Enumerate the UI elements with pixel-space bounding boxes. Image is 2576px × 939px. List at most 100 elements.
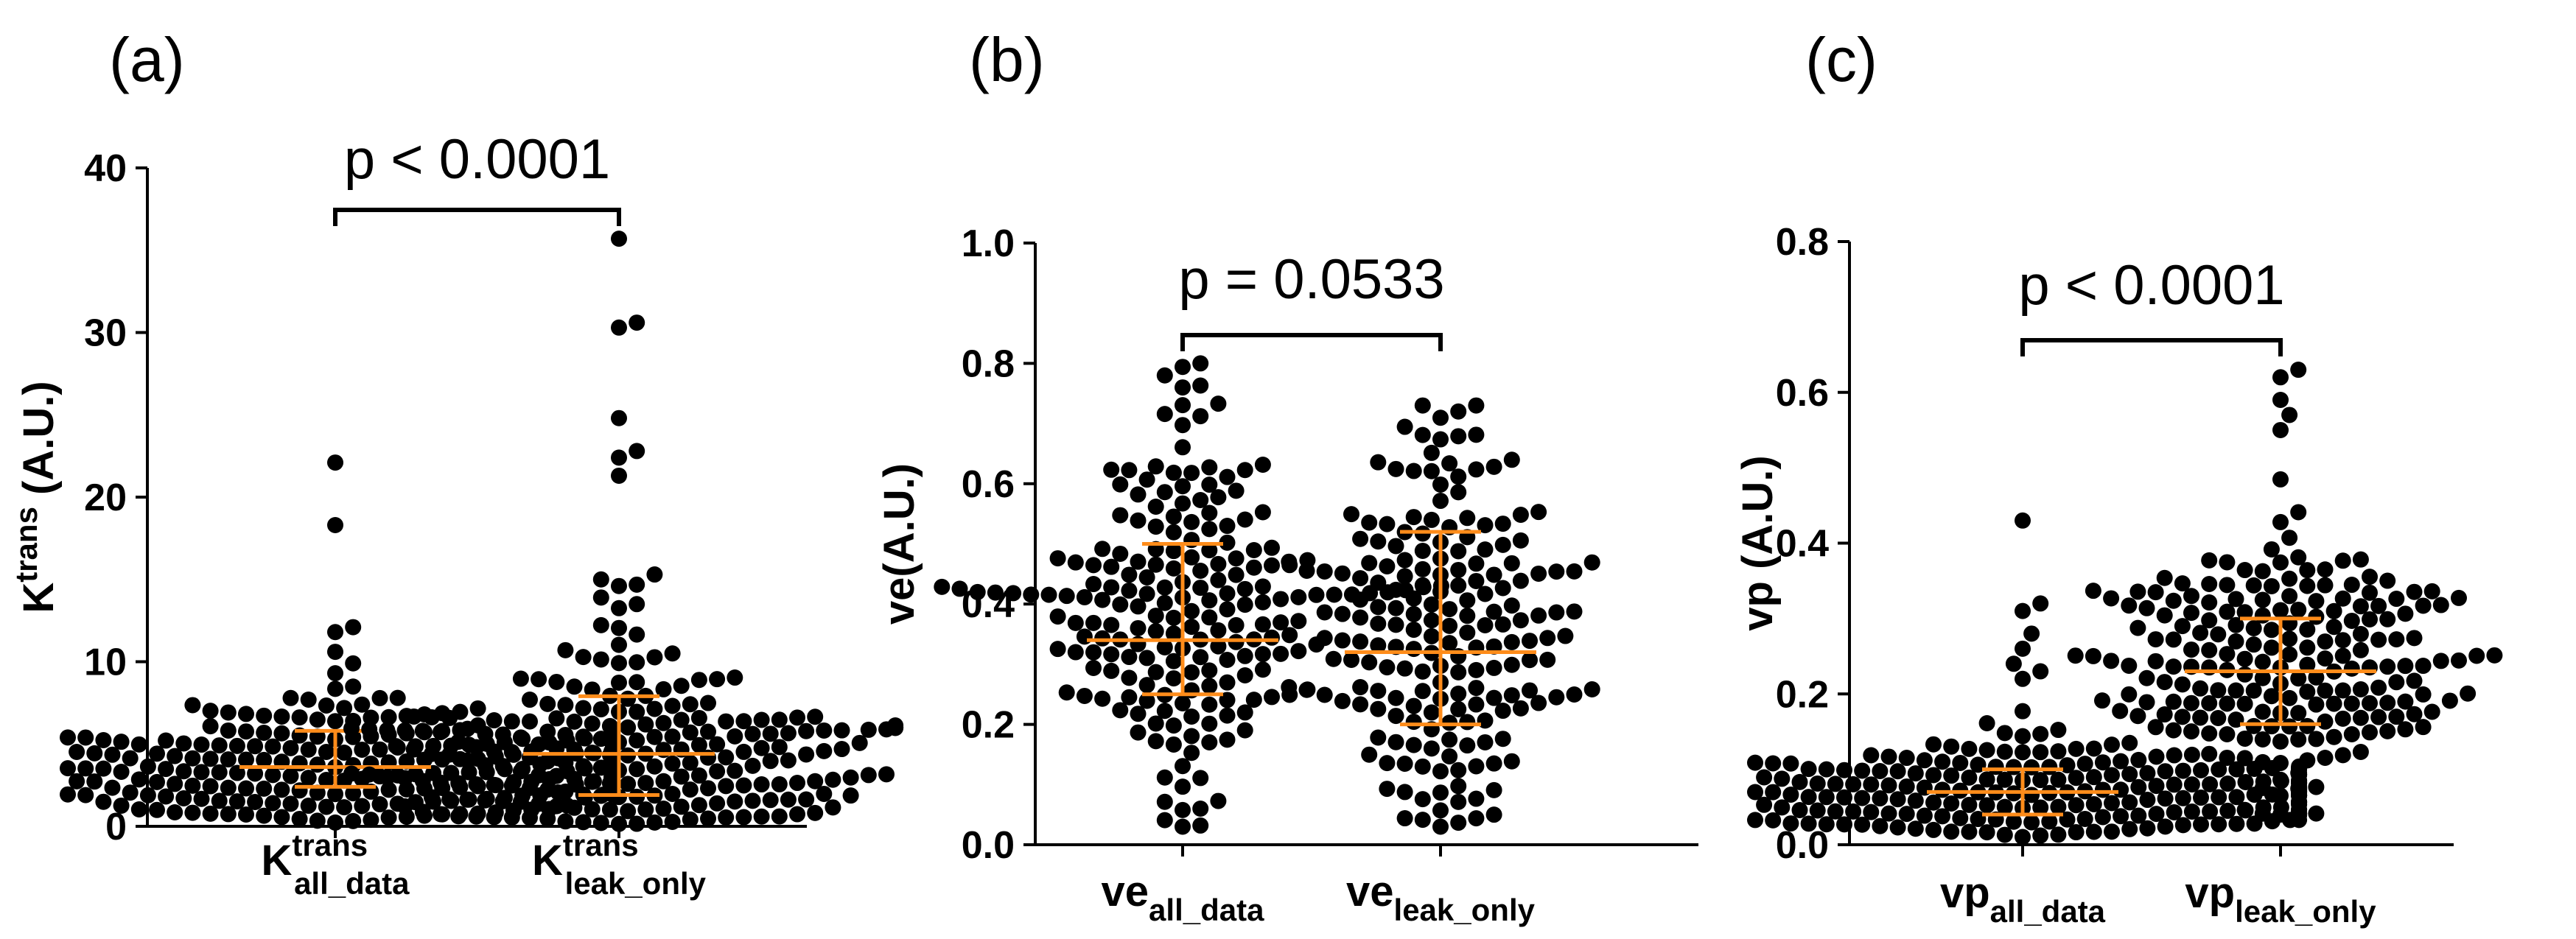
data-point bbox=[2201, 612, 2218, 629]
data-point bbox=[2406, 583, 2423, 600]
data-point bbox=[1566, 563, 1583, 580]
data-point bbox=[2050, 743, 2067, 760]
data-point bbox=[211, 764, 228, 781]
data-point bbox=[2281, 646, 2298, 663]
data-point bbox=[1067, 614, 1084, 631]
data-point bbox=[318, 771, 335, 788]
data-point bbox=[539, 695, 556, 712]
data-point bbox=[1827, 803, 1844, 820]
data-point bbox=[780, 725, 797, 742]
data-point bbox=[1201, 696, 1218, 713]
data-point bbox=[1379, 558, 1396, 574]
data-point bbox=[2201, 641, 2218, 658]
data-point bbox=[2334, 647, 2351, 664]
data-point bbox=[2397, 658, 2414, 675]
data-point bbox=[1165, 508, 1182, 525]
data-point bbox=[327, 624, 343, 641]
data-point bbox=[1112, 596, 1129, 613]
data-point bbox=[2210, 626, 2227, 643]
data-point bbox=[512, 763, 529, 780]
significance-bracket bbox=[333, 208, 621, 226]
data-point bbox=[1396, 660, 1413, 677]
data-point bbox=[1219, 707, 1236, 724]
data-point bbox=[1414, 397, 1431, 414]
data-point bbox=[592, 701, 609, 718]
data-point bbox=[664, 755, 681, 772]
data-point bbox=[629, 732, 645, 749]
data-point bbox=[1548, 604, 1565, 621]
data-point bbox=[2138, 694, 2155, 711]
data-point bbox=[1192, 580, 1209, 597]
data-point bbox=[1432, 784, 1449, 801]
data-point bbox=[1058, 684, 1075, 701]
data-point bbox=[646, 700, 663, 717]
data-point bbox=[601, 775, 618, 792]
data-point bbox=[1432, 818, 1449, 835]
data-point bbox=[611, 815, 627, 832]
data-point bbox=[592, 731, 609, 748]
data-point bbox=[2362, 584, 2378, 601]
data-point bbox=[2015, 703, 2031, 720]
data-point bbox=[265, 795, 281, 812]
data-point bbox=[2015, 670, 2031, 687]
data-point bbox=[1450, 793, 1467, 810]
data-point bbox=[1201, 609, 1218, 626]
data-point bbox=[557, 697, 574, 714]
data-point bbox=[592, 616, 609, 633]
data-point bbox=[1450, 815, 1467, 831]
data-point bbox=[2041, 759, 2058, 776]
data-point bbox=[461, 764, 477, 781]
data-point bbox=[396, 722, 413, 739]
data-point bbox=[1387, 599, 1404, 616]
data-point bbox=[780, 791, 797, 808]
data-point bbox=[2317, 750, 2334, 767]
data-point bbox=[2451, 652, 2467, 669]
data-point bbox=[1121, 582, 1138, 599]
data-point bbox=[238, 723, 254, 740]
data-point bbox=[1370, 574, 1387, 591]
category-label-main: vp bbox=[1940, 869, 1990, 917]
data-point bbox=[1236, 722, 1253, 739]
data-point bbox=[238, 706, 254, 722]
data-point bbox=[238, 806, 254, 823]
data-point bbox=[1192, 770, 1209, 787]
data-point bbox=[2166, 776, 2183, 793]
data-point bbox=[709, 671, 726, 688]
data-point bbox=[247, 765, 264, 782]
panel-label: (a) bbox=[109, 25, 185, 94]
data-point bbox=[139, 787, 156, 803]
data-point bbox=[1996, 725, 2013, 742]
data-point bbox=[1539, 651, 1556, 668]
data-point bbox=[2174, 762, 2191, 779]
data-point bbox=[69, 743, 85, 760]
data-point bbox=[396, 798, 413, 815]
data-point bbox=[1978, 742, 1995, 759]
data-point bbox=[1138, 692, 1155, 709]
data-point bbox=[548, 767, 565, 784]
data-point bbox=[423, 789, 440, 806]
data-point bbox=[2068, 824, 2085, 841]
data-point bbox=[2362, 694, 2378, 711]
data-point bbox=[2352, 598, 2369, 615]
y-tick-label: 10 bbox=[84, 641, 127, 684]
data-point bbox=[1201, 542, 1218, 559]
data-point bbox=[95, 793, 112, 810]
data-point bbox=[318, 798, 335, 815]
data-point bbox=[202, 718, 219, 735]
data-point bbox=[1147, 556, 1164, 573]
data-point bbox=[2334, 590, 2351, 607]
data-point bbox=[2005, 759, 2022, 776]
data-point bbox=[2290, 731, 2307, 748]
data-point bbox=[2023, 787, 2040, 803]
data-point bbox=[291, 709, 308, 726]
data-point bbox=[2130, 778, 2147, 795]
data-point bbox=[1264, 539, 1280, 556]
data-point bbox=[1468, 790, 1485, 807]
data-point bbox=[1228, 633, 1245, 650]
data-point bbox=[1396, 418, 1413, 435]
data-point bbox=[1818, 816, 1835, 833]
data-point bbox=[718, 749, 735, 766]
data-point bbox=[1183, 708, 1200, 725]
